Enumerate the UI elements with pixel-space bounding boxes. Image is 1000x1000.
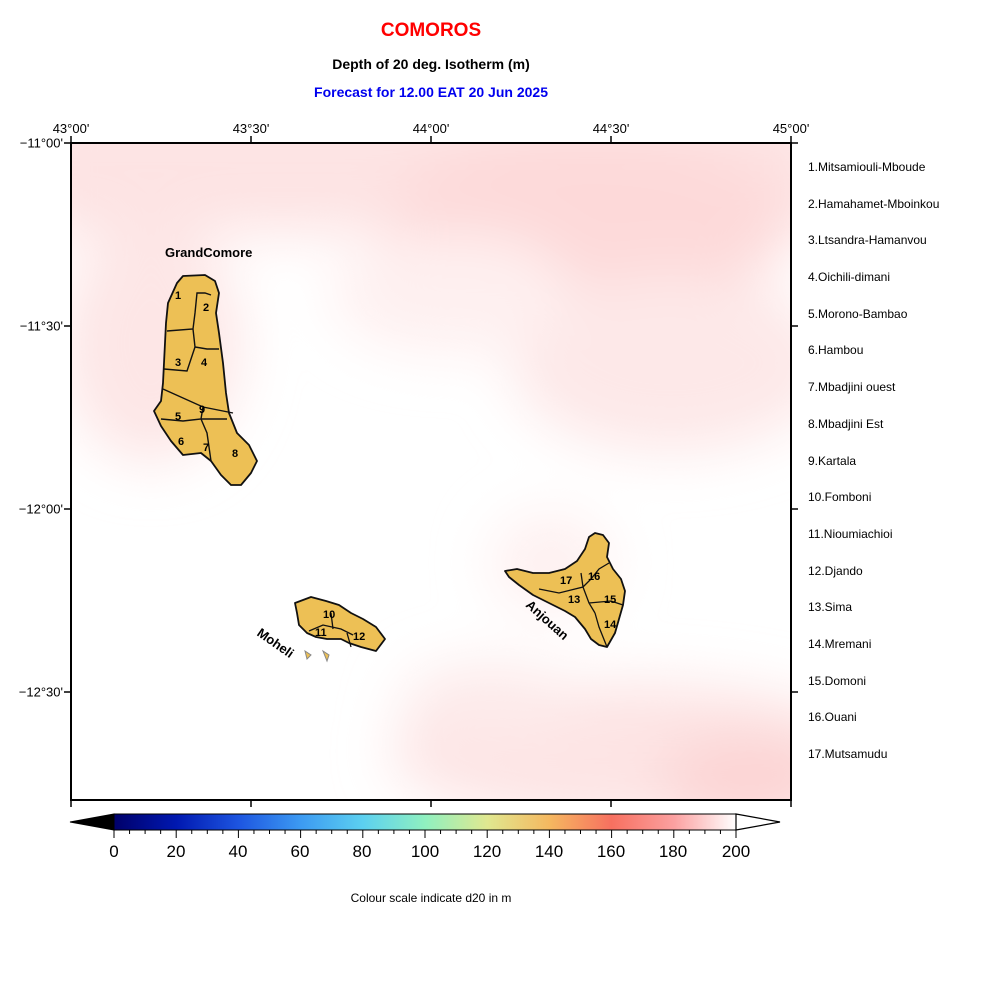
lat-label-11-00: −11°00': [19, 135, 63, 151]
legend-item: 4.Oichili-dimani: [808, 270, 891, 285]
colorbar-tick-label: 140: [534, 842, 564, 861]
colorbar-max-arrow: [735, 813, 781, 831]
colorbar-caption: Colour scale indicate d20 in m: [350, 891, 512, 905]
lat-label-11-30: −11°30': [19, 318, 63, 334]
colorbar-tick-label: 80: [352, 842, 372, 861]
legend-item: 16.Ouani: [808, 710, 857, 725]
region-number: 15: [604, 594, 617, 606]
region-number: 10: [323, 609, 336, 621]
colorbar-tick-label: 40: [228, 842, 248, 861]
colorbar-tick-label: 20: [166, 842, 186, 861]
legend-item: 13.Sima: [808, 600, 853, 615]
region-number: 12: [353, 631, 366, 643]
island-label-grand-comore: GrandComore: [165, 245, 253, 260]
region-number: 11: [315, 627, 327, 639]
region-number: 3: [175, 357, 182, 369]
region-number: 4: [201, 357, 208, 369]
colorbar-gradient: [113, 813, 737, 831]
legend-item: 14.Mremani: [808, 636, 872, 651]
map-title: COMOROS: [380, 20, 482, 41]
legend-item: 10.Fomboni: [808, 490, 872, 505]
legend-item: 9.Kartala: [808, 453, 857, 468]
region-number: 17: [560, 575, 573, 587]
region-legend: 1.Mitsamiouli-Mboude 2.Hamahamet-Mboinko…: [808, 158, 939, 782]
legend-item: 8.Mbadjini Est: [808, 416, 884, 431]
region-number: 8: [232, 448, 239, 460]
legend-item: 12.Djando: [808, 563, 863, 578]
legend-item: 17.Mutsamudu: [808, 747, 888, 761]
region-number: 16: [588, 571, 601, 583]
legend-item: 6.Hambou: [808, 343, 864, 358]
legend-item: 11.Nioumiachioi: [808, 526, 893, 541]
colorbar-tick-label: 120: [472, 842, 502, 861]
lon-label-43-00: 43°00': [52, 121, 90, 136]
lon-label-45-00: 45°00': [772, 121, 810, 136]
colorbar-ticks: [113, 830, 737, 838]
region-number: 13: [568, 594, 581, 606]
legend-item: 15.Domoni: [808, 673, 867, 688]
legend-item: 2.Hamahamet-Mboinkou: [808, 196, 940, 211]
lon-label-44-00: 44°00': [412, 121, 450, 136]
legend-item: 3.Ltsandra-Hamanvou: [808, 233, 927, 248]
legend-item: 5.Morono-Bambao: [808, 306, 908, 321]
region-number: 2: [203, 302, 210, 314]
legend-item: 1.Mitsamiouli-Mboude: [808, 160, 926, 174]
region-number: 14: [604, 619, 617, 631]
lat-label-12-30: −12°30': [18, 684, 63, 700]
region-number: 9: [199, 404, 206, 416]
colorbar-tick-label: 60: [290, 842, 310, 861]
colorbar: [69, 813, 781, 838]
colorbar-tick-label: 160: [596, 842, 626, 861]
map-svg: [71, 143, 791, 800]
colorbar-min-arrow: [69, 813, 115, 831]
region-number: 1: [175, 290, 182, 302]
forecast-time: Forecast for 12.00 EAT 20 Jun 2025: [314, 84, 548, 100]
colorbar-tick-label: 180: [658, 842, 688, 861]
colorbar-tick-label: 0: [109, 842, 119, 861]
region-number: 7: [203, 442, 210, 454]
colorbar-tick-label: 100: [410, 842, 440, 861]
map-frame: GrandComore Moheli Anjouan 1 2 3 4 5 6 7…: [71, 143, 791, 800]
lat-label-12-00: −12°00': [18, 501, 63, 517]
region-number: 6: [178, 436, 185, 448]
map-subtitle: Depth of 20 deg. Isotherm (m): [332, 56, 530, 72]
lon-label-43-30: 43°30': [232, 121, 270, 136]
legend-item: 7.Mbadjini ouest: [808, 380, 896, 395]
region-number: 5: [175, 411, 182, 423]
colorbar-tick-label: 200: [721, 842, 751, 861]
lon-label-44-30: 44°30': [592, 121, 630, 136]
